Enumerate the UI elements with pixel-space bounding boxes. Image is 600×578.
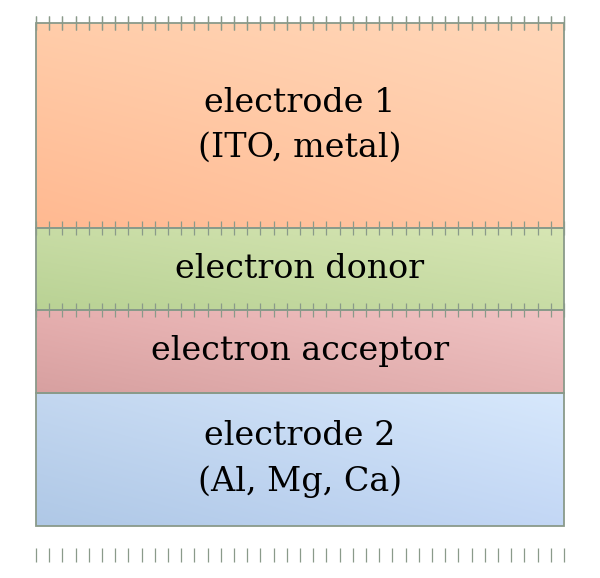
Text: electrode 1
(ITO, metal): electrode 1 (ITO, metal)	[198, 87, 402, 164]
Bar	[36, 23, 564, 228]
Text: electrode 2
(Al, Mg, Ca): electrode 2 (Al, Mg, Ca)	[198, 420, 402, 498]
Bar	[36, 392, 564, 525]
Bar	[36, 310, 564, 392]
Text: electron acceptor: electron acceptor	[151, 335, 449, 368]
Bar	[36, 228, 564, 310]
Text: electron donor: electron donor	[175, 253, 425, 285]
